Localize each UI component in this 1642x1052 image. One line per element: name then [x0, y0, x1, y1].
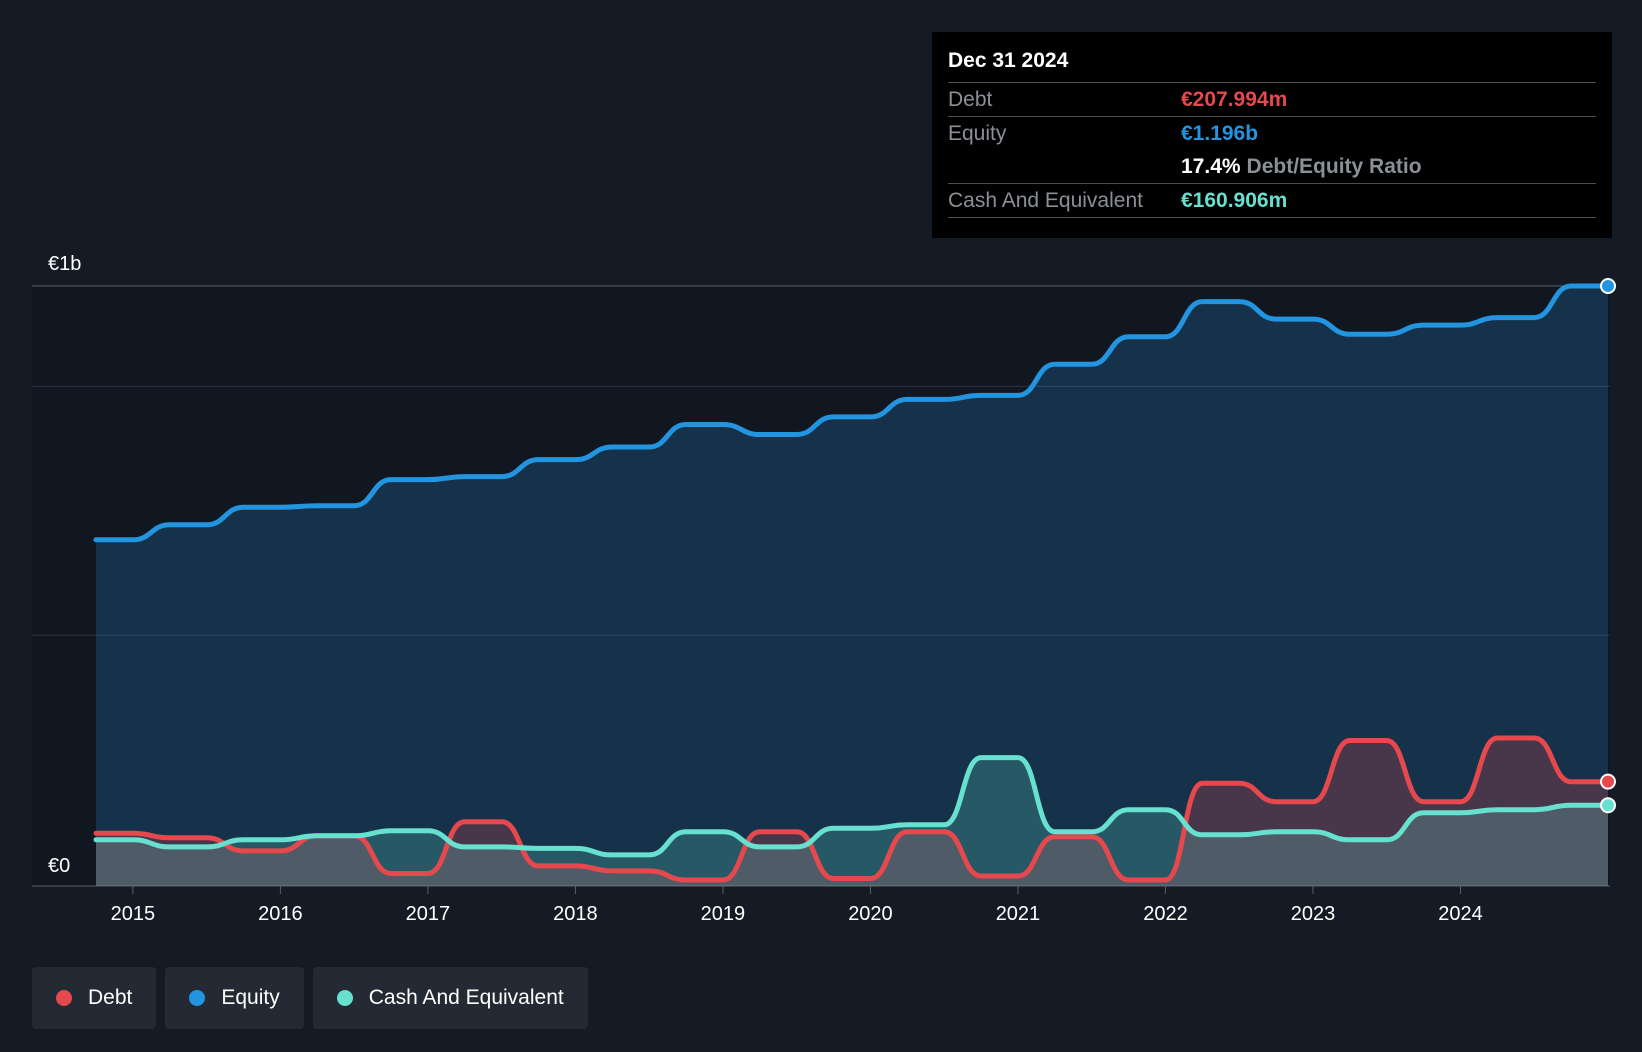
- debt-line: [93, 735, 1611, 883]
- tooltip-cash-row: Cash And Equivalent €160.906m: [948, 183, 1596, 218]
- x-tick-label-2024: 2024: [1438, 903, 1483, 925]
- equity-line: [93, 283, 1611, 543]
- legend-dot-equity: [189, 990, 206, 1006]
- tooltip-ratio-row: 17.4% Debt/Equity Ratio: [948, 150, 1596, 183]
- legend-item-equity[interactable]: Equity: [165, 967, 304, 1029]
- line-layer: [93, 283, 1611, 883]
- debt-end-marker: [1600, 773, 1616, 790]
- cash-line: [93, 755, 1611, 858]
- marker-layer: [1600, 278, 1616, 814]
- x-tick-label-2021: 2021: [996, 903, 1041, 925]
- grid-layer: [32, 285, 1610, 887]
- equity-area: [96, 286, 1608, 886]
- tooltip-equity-value: €1.196b: [1181, 121, 1259, 145]
- tooltip-equity-row: Equity €1.196b: [948, 116, 1596, 150]
- tooltip-ratio-text: Debt/Equity Ratio: [1246, 154, 1422, 178]
- legend-label-equity: Equity: [221, 986, 280, 1009]
- tooltip-cash-value: €160.906m: [1181, 188, 1288, 212]
- x-tick-label-2019: 2019: [701, 903, 746, 925]
- legend-label-cash: Cash And Equivalent: [368, 986, 564, 1009]
- legend: Debt Equity Cash And Equivalent: [32, 967, 588, 1029]
- tooltip-debt-value: €207.994m: [1181, 87, 1288, 111]
- x-tick-label-2016: 2016: [258, 903, 303, 925]
- legend-label-debt: Debt: [88, 986, 133, 1009]
- tooltip-cash-label: Cash And Equivalent: [948, 188, 1143, 212]
- tooltip: Dec 31 2024 Debt €207.994m Equity €1.196…: [932, 32, 1612, 238]
- tooltip-debt-row: Debt €207.994m: [948, 82, 1596, 116]
- x-tick-label-2020: 2020: [848, 903, 893, 925]
- tooltip-date: Dec 31 2024: [948, 49, 1069, 72]
- legend-dot-debt: [56, 990, 72, 1006]
- cash-area: [96, 757, 1608, 886]
- y-axis-label-top: €1b: [48, 253, 81, 275]
- tooltip-debt-label: Debt: [948, 87, 993, 111]
- equity-end-marker: [1600, 278, 1616, 294]
- x-tick-label-2015: 2015: [111, 903, 156, 925]
- tooltip-ratio-value: 17.4%: [1181, 154, 1241, 178]
- tooltip-equity-label: Equity: [948, 121, 1007, 145]
- legend-item-cash[interactable]: Cash And Equivalent: [312, 967, 588, 1029]
- x-tick-label-2022: 2022: [1143, 903, 1188, 925]
- legend-dot-cash: [336, 990, 353, 1006]
- y-axis-label-zero: €0: [48, 855, 70, 877]
- legend-item-debt[interactable]: Debt: [32, 967, 157, 1029]
- x-tick-label-2018: 2018: [553, 903, 598, 925]
- x-tick-label-2017: 2017: [406, 903, 451, 925]
- x-tick-label-2023: 2023: [1291, 903, 1336, 925]
- axis-layer: 2015 2016 2017 2018 2019 2020 2021 2022 2023 2024…: [48, 253, 1483, 925]
- debt-equity-chart: 2015 2016 2017 2018 2019 2020 2021 2022 2023 2024…: [32, 253, 1616, 925]
- cash-end-marker: [1600, 797, 1616, 814]
